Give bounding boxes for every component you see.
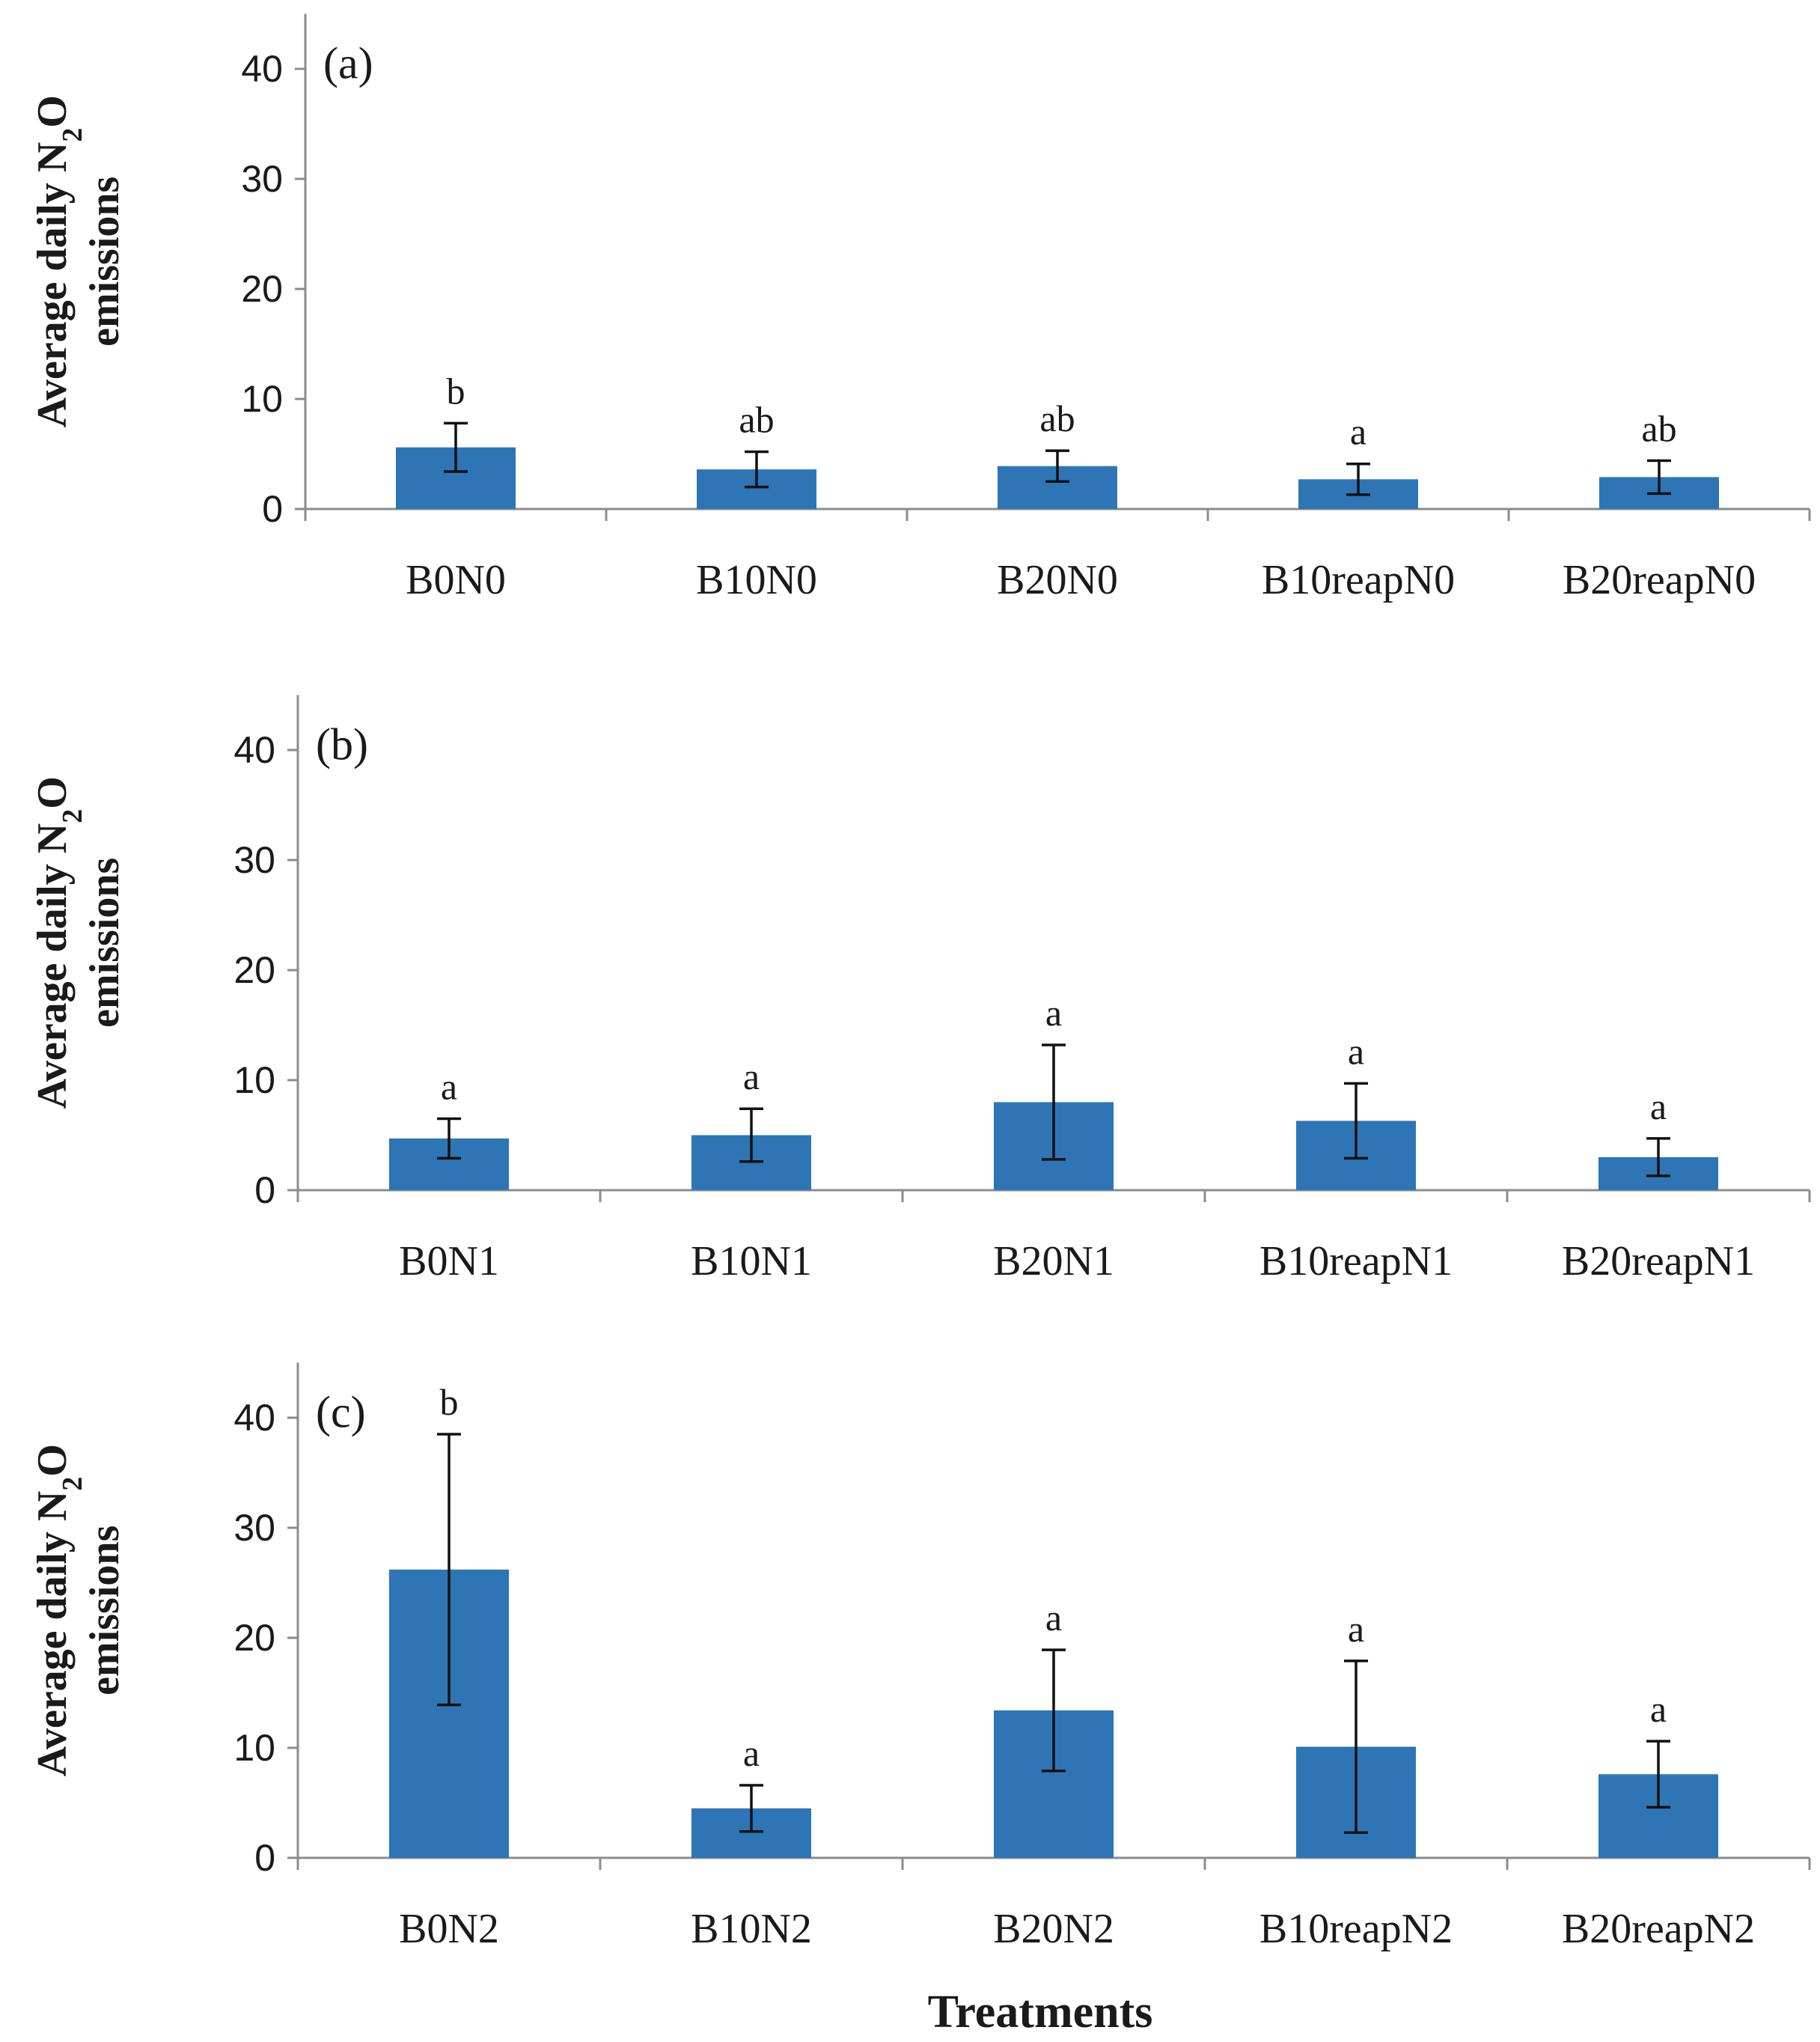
significance-letter-B20reapN1: a — [1650, 1085, 1667, 1127]
category-label-B10N0: B10N0 — [696, 557, 817, 603]
category-label-B10reapN2: B10reapN2 — [1259, 1906, 1453, 1952]
category-label-B10reapN1: B10reapN1 — [1259, 1238, 1453, 1284]
panel-label: (a) — [323, 39, 373, 88]
y-tick-label: 30 — [241, 158, 283, 200]
y-tick-label: 0 — [254, 1169, 275, 1211]
y-tick-label: 30 — [233, 1507, 275, 1549]
y-tick-label: 10 — [241, 378, 283, 420]
category-label-B0N1: B0N1 — [399, 1238, 499, 1284]
y-axis-title-line2: emissions — [82, 858, 128, 1028]
significance-letter-B0N1: a — [441, 1065, 457, 1107]
y-axis-title: Average daily N2O — [29, 776, 88, 1109]
significance-letter-B10reapN2: a — [1348, 1608, 1364, 1650]
y-tick-label: 40 — [241, 48, 283, 90]
category-label-B10N1: B10N1 — [691, 1238, 812, 1284]
y-axis-title: Average daily N2O — [29, 1444, 88, 1776]
chart-panel-2: 0 10 20 30 40 a B0N1 a B10N1 a B20N1 a B10reapN1 a B20… — [29, 695, 1811, 1284]
y-tick-label: 30 — [233, 839, 275, 881]
significance-letter-B20reapN0: ab — [1641, 407, 1676, 449]
x-axis-title: Treatments — [928, 1987, 1153, 2038]
category-label-B20N2: B20N2 — [993, 1906, 1114, 1952]
y-axis-title-subscript: 2 — [57, 1477, 88, 1491]
y-axis-title-subscript: 2 — [57, 809, 88, 823]
y-axis-title: Average daily N2O — [29, 95, 88, 427]
y-axis-title-text: Average daily N — [29, 823, 76, 1109]
category-label-B20N0: B20N0 — [997, 557, 1118, 603]
panel-label: (b) — [316, 720, 368, 769]
significance-letter-B10reapN1: a — [1348, 1030, 1364, 1072]
y-tick-label: 40 — [233, 729, 275, 771]
y-axis-title-line2: emissions — [82, 1526, 128, 1695]
y-axis-title-text: Average daily N — [29, 1491, 76, 1777]
y-tick-label: 20 — [233, 1617, 275, 1659]
significance-letter-B20N0: ab — [1039, 397, 1075, 439]
y-axis-title-text-end: O — [29, 1444, 76, 1477]
significance-letter-B10N1: a — [743, 1055, 760, 1097]
y-axis-title-text: Average daily N — [29, 142, 76, 428]
category-label-B0N0: B0N0 — [406, 557, 506, 603]
y-tick-label: 0 — [254, 1837, 275, 1879]
significance-letter-B10reapN0: a — [1350, 411, 1366, 453]
significance-letter-B10N2: a — [743, 1732, 760, 1774]
category-label-B20reapN0: B20reapN0 — [1563, 557, 1756, 603]
category-label-B20reapN2: B20reapN2 — [1562, 1906, 1755, 1952]
category-label-B0N2: B0N2 — [399, 1906, 499, 1952]
y-axis-title-line2: emissions — [82, 177, 128, 347]
chart-panel-1: 0 10 20 30 40 b B0N0 ab B10N0 ab B20N0 a B10reapN0 ab… — [29, 13, 1811, 603]
y-tick-label: 20 — [241, 268, 283, 310]
y-axis-title-text-end: O — [29, 95, 76, 128]
chart-panel-3: 0 10 20 30 40 b B0N2 a B10N2 a B20N2 a B10reapN2 a B20… — [29, 1362, 1811, 1952]
category-label-B10N2: B10N2 — [691, 1906, 812, 1952]
significance-letter-B20N1: a — [1045, 992, 1062, 1034]
significance-letter-B0N0: b — [447, 370, 465, 412]
y-tick-label: 10 — [233, 1059, 275, 1101]
y-axis-title-text-end: O — [29, 776, 76, 809]
significance-letter-B10N0: ab — [739, 399, 774, 441]
significance-letter-B20N2: a — [1045, 1597, 1062, 1639]
significance-letter-B0N2: b — [440, 1381, 459, 1423]
significance-letter-B20reapN2: a — [1650, 1688, 1667, 1730]
y-tick-label: 20 — [233, 949, 275, 991]
y-tick-label: 40 — [233, 1397, 275, 1439]
category-label-B20reapN1: B20reapN1 — [1562, 1238, 1755, 1284]
y-tick-label: 0 — [262, 488, 283, 530]
category-label-B10reapN0: B10reapN0 — [1262, 557, 1455, 603]
panel-label: (c) — [316, 1388, 366, 1437]
y-axis-title-subscript: 2 — [57, 128, 88, 142]
category-label-B20N1: B20N1 — [993, 1238, 1114, 1284]
y-tick-label: 10 — [233, 1727, 275, 1769]
